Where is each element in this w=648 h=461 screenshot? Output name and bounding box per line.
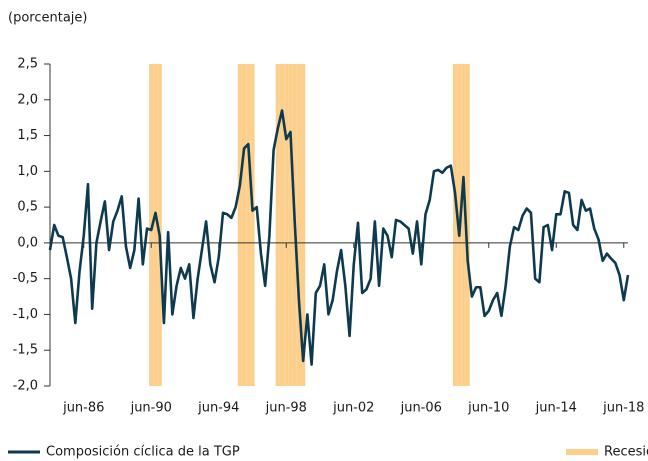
x-tick-label: jun-86 [62, 401, 104, 416]
recession-band [301, 64, 306, 386]
lines [48, 109, 630, 366]
recession-band [250, 64, 255, 386]
recession-band [246, 64, 251, 386]
recession-band [279, 64, 285, 386]
x-tick-label: jun-02 [332, 401, 374, 416]
recession-band [157, 64, 162, 386]
recession-band [241, 64, 247, 386]
legend: Composición cíclica de la TGP Recesión [8, 445, 648, 460]
y-axis-label: (porcentaje) [8, 11, 87, 26]
y-tick-label: 0,0 [17, 235, 38, 250]
y-tick-label: 2,0 [17, 92, 38, 107]
y-tick-label: 1,5 [17, 128, 38, 143]
recession-band [237, 64, 242, 386]
x-tick-label: jun-14 [535, 401, 577, 416]
recession-band [284, 64, 289, 386]
legend-label: Recesión [604, 445, 648, 460]
recession-band [465, 64, 470, 386]
y-tick-label: -1,5 [13, 343, 38, 358]
y-tick-label: 1,0 [17, 164, 38, 179]
recession-band [296, 64, 302, 386]
y-tick-label: 0,5 [17, 200, 38, 215]
x-tick-label: jun-18 [602, 401, 644, 416]
axes: 2,5 2,0 1,5 1,0 0,5 0,0 -0,5 -1,0 -1,5 -2,0 jun-86… [13, 57, 645, 416]
y-tick-label: -2,0 [13, 379, 38, 394]
y-tick-label: -0,5 [13, 271, 38, 286]
x-tick-label: jun-98 [265, 401, 307, 416]
x-tick-label: jun-06 [400, 401, 442, 416]
y-tick-label: 2,5 [17, 57, 38, 72]
x-tick-label: jun-94 [197, 401, 239, 416]
recession-band [153, 64, 158, 386]
recession-band [288, 64, 293, 386]
recession-band [461, 64, 466, 386]
data-line [48, 109, 630, 366]
x-tick-label: jun-90 [130, 401, 172, 416]
recession-band [275, 64, 280, 386]
legend-label: Composición cíclica de la TGP [46, 445, 240, 460]
x-tick-label: jun-10 [467, 401, 509, 416]
recession-band [452, 64, 458, 386]
y-tick-label: -1,0 [13, 307, 38, 322]
